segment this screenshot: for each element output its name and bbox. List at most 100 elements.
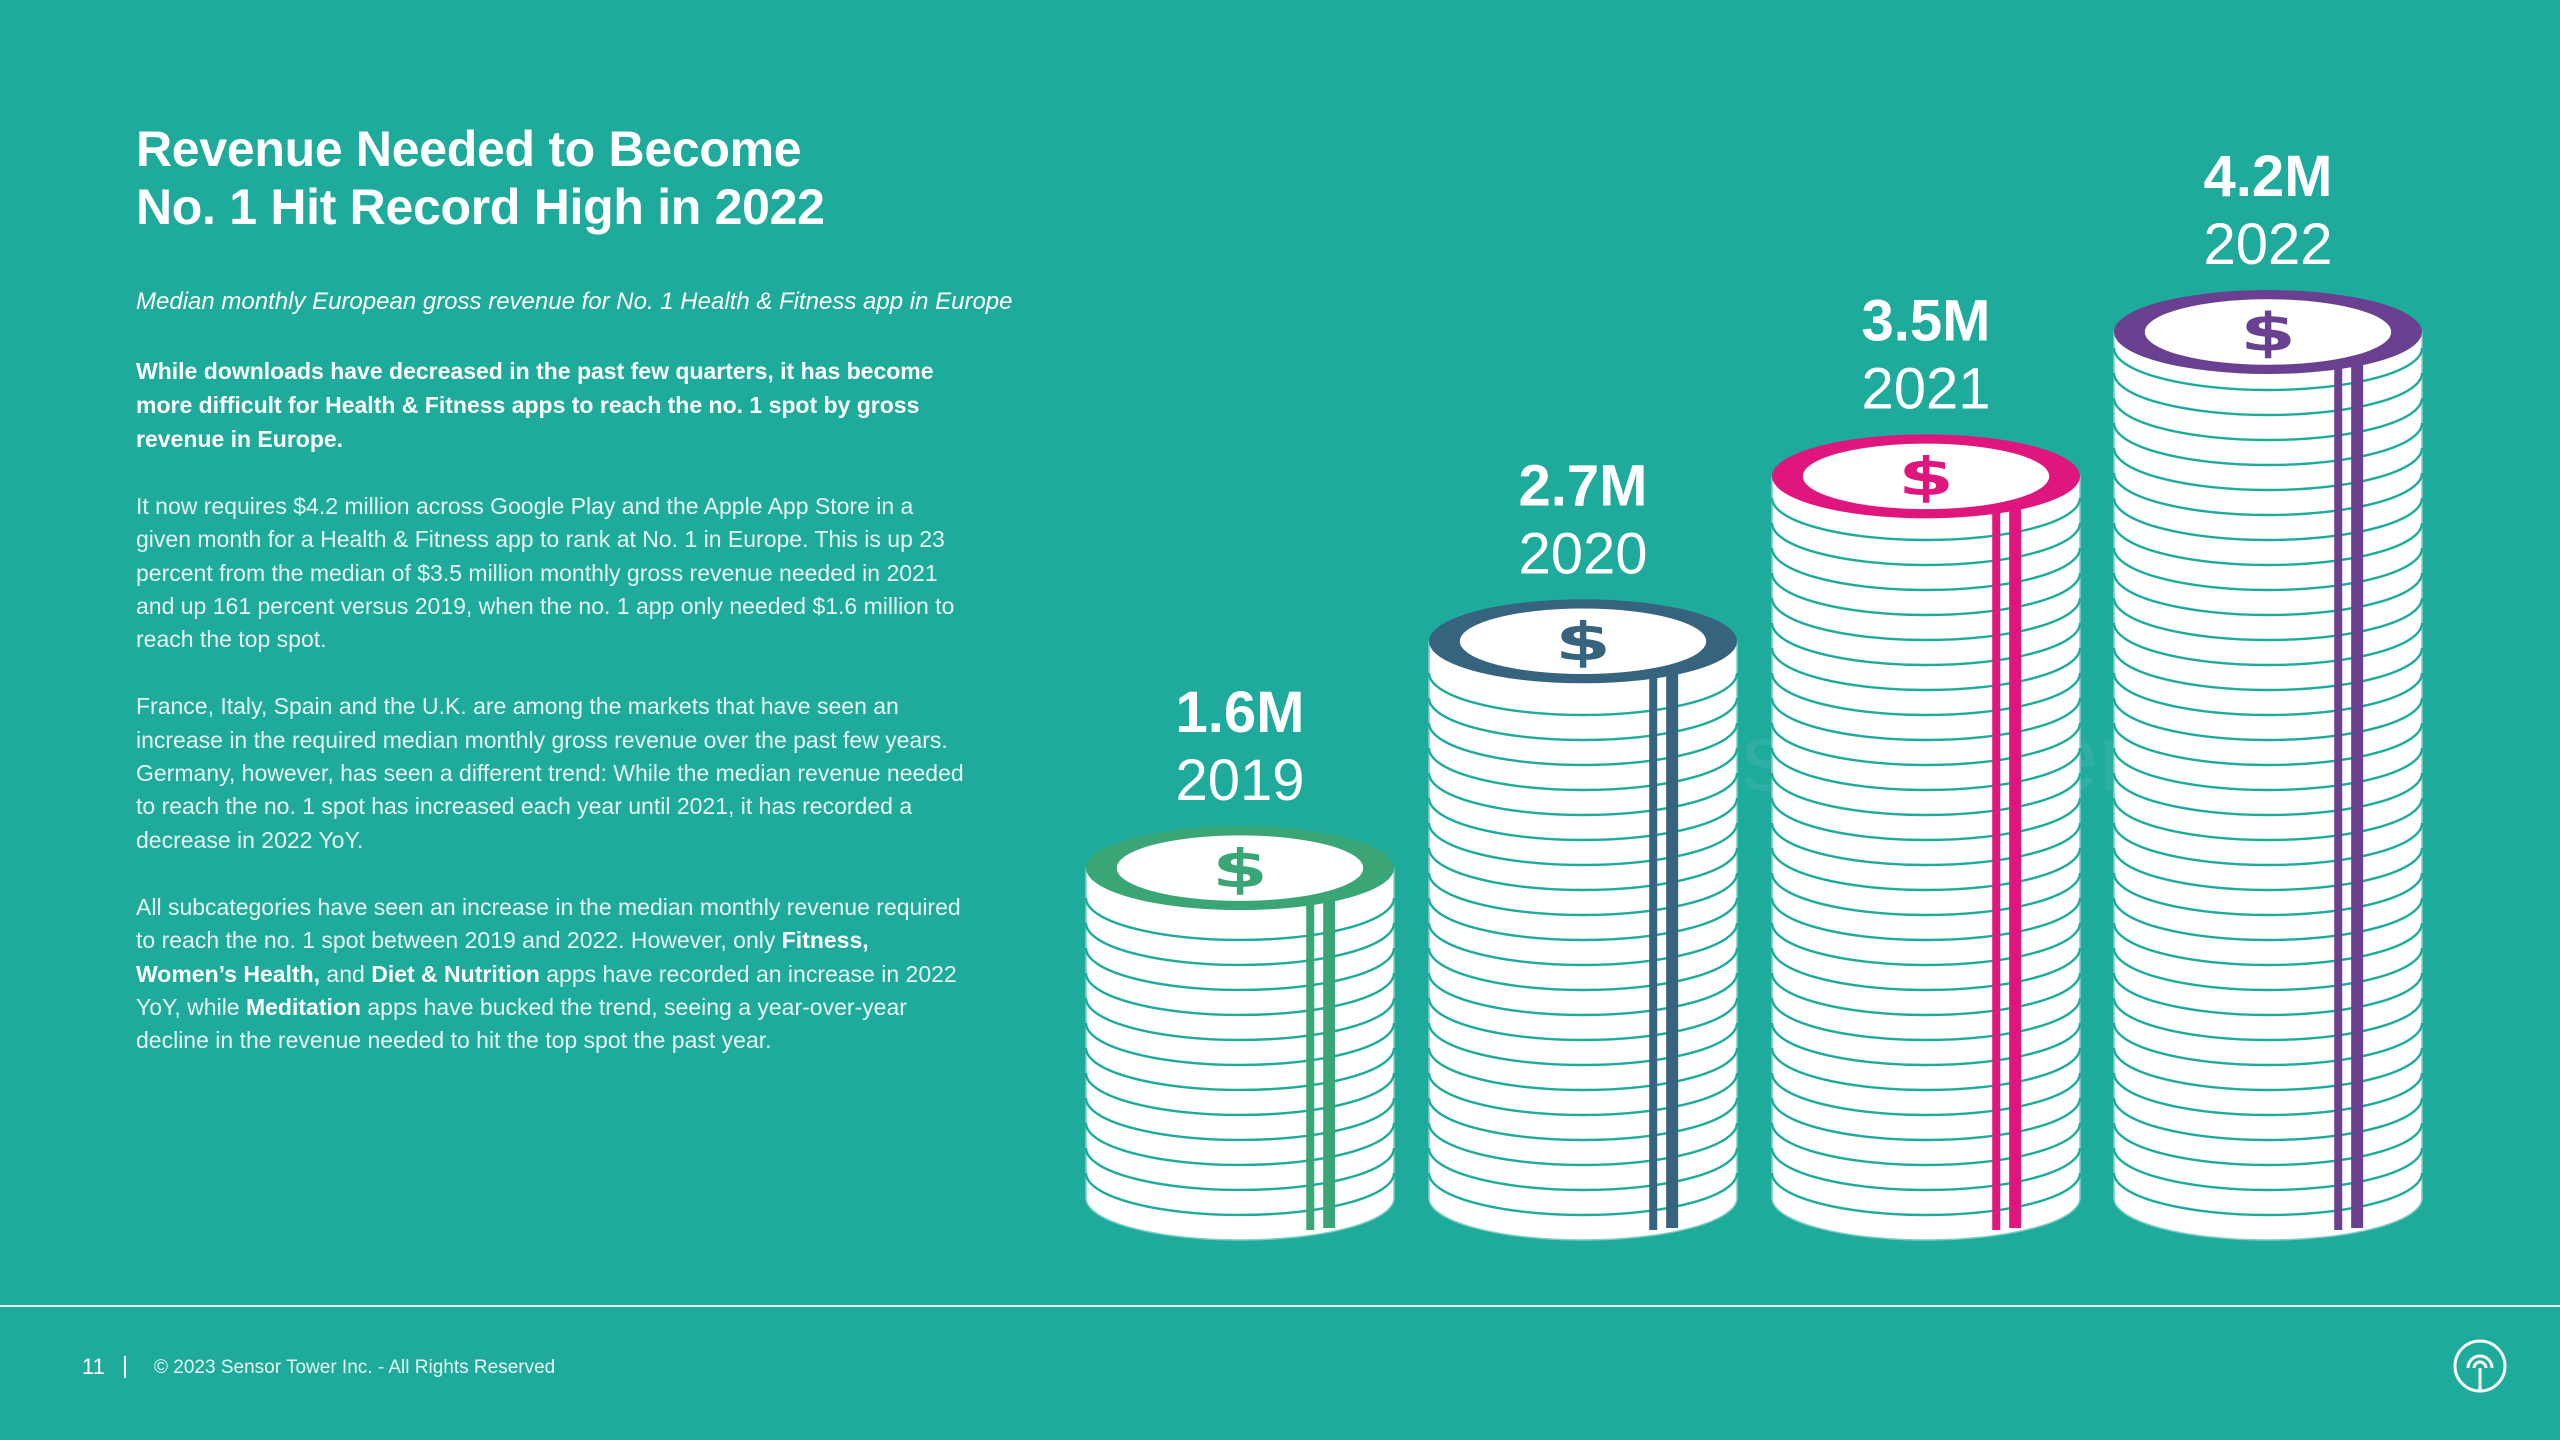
coin-edge-line bbox=[2112, 547, 2424, 592]
coin-edge-line bbox=[2112, 997, 2424, 1042]
coin-edge-line bbox=[1770, 622, 2082, 667]
coin-edge-line bbox=[2112, 822, 2424, 867]
title-line-1: Revenue Needed to Become bbox=[136, 121, 802, 177]
coin-edge-line bbox=[1770, 772, 2082, 817]
coin-edge-line bbox=[1084, 922, 1396, 967]
coin-edge-line bbox=[1084, 1047, 1396, 1092]
value-label: 2.7M bbox=[1519, 453, 1648, 518]
coin-edge-line bbox=[2112, 622, 2424, 667]
p3-bold-subcategories: Fitness, Women’s Health, bbox=[136, 927, 869, 987]
p3-text: apps have bucked the trend, seeing a yea… bbox=[136, 993, 907, 1054]
coin-stripe bbox=[2009, 500, 2022, 1228]
coin-edge-line bbox=[1770, 1072, 2082, 1117]
year-label: 2020 bbox=[1518, 521, 1647, 586]
coin-edge-line bbox=[1770, 522, 2082, 567]
coin-edge-line bbox=[2112, 447, 2424, 492]
coin-edge-line bbox=[1770, 972, 2082, 1017]
coin-edge-line bbox=[1770, 797, 2082, 842]
coin-edge-line bbox=[2112, 897, 2424, 942]
copyright-text: © 2023 Sensor Tower Inc. - All Rights Re… bbox=[154, 1357, 556, 1378]
text-panel: Revenue Needed to Become No. 1 Hit Recor… bbox=[136, 120, 1036, 1057]
coin-edge-line bbox=[2112, 697, 2424, 742]
coin-edge-line bbox=[2112, 872, 2424, 917]
coin-edge-line bbox=[1770, 672, 2082, 717]
year-label: 2022 bbox=[2203, 212, 2332, 277]
coin-edge-line bbox=[1770, 1097, 2082, 1142]
coin-edge-line bbox=[1427, 822, 1739, 867]
coin-edge-line bbox=[2112, 747, 2424, 792]
title-line-2: No. 1 Hit Record High in 2022 bbox=[136, 179, 825, 235]
coin-edge-line bbox=[1770, 897, 2082, 942]
coin-edge-line bbox=[1427, 1172, 1739, 1217]
coin-edge-line bbox=[1427, 747, 1739, 792]
p3-text: and bbox=[320, 960, 372, 987]
coin-edge-line bbox=[1427, 1022, 1739, 1067]
sensor-tower-logo-icon bbox=[2453, 1339, 2507, 1393]
coin-edge-line bbox=[1770, 922, 2082, 967]
coin-edge-line bbox=[1084, 897, 1396, 942]
coin-stripe bbox=[1323, 892, 1336, 1228]
coin-top-face bbox=[2144, 299, 2392, 365]
body-paragraph-1: It now requires $4.2 million across Goog… bbox=[136, 493, 955, 653]
coin-edge-line bbox=[2112, 772, 2424, 817]
footer-separator bbox=[124, 1356, 126, 1378]
coin-edge-line bbox=[2112, 647, 2424, 692]
coin-edge-line bbox=[1770, 1172, 2082, 1217]
coin-edge-line bbox=[1427, 772, 1739, 817]
coin-edge-line bbox=[2112, 497, 2424, 542]
p3-text: All subcategories have seen an increase … bbox=[136, 893, 961, 954]
coin-edge-line bbox=[2112, 797, 2424, 842]
coin-stripe bbox=[1649, 671, 1658, 1230]
coin-edge-line bbox=[2112, 1097, 2424, 1142]
coin-edge-line bbox=[2112, 1047, 2424, 1092]
coin-edge-line bbox=[1427, 1097, 1739, 1142]
coin-edge-line bbox=[2112, 372, 2424, 417]
coin-edge-line bbox=[2112, 672, 2424, 717]
coin-edge-line bbox=[1084, 1172, 1396, 1217]
coin-edge-line bbox=[2112, 1072, 2424, 1117]
coin-edge-line bbox=[1427, 1047, 1739, 1092]
coin-edge-line bbox=[1427, 1147, 1739, 1192]
dollar-sign-icon: $ bbox=[1212, 839, 1268, 900]
coin-edge-line bbox=[1770, 872, 2082, 917]
coin-edge-line bbox=[1084, 1072, 1396, 1117]
coin-edge-line bbox=[1770, 697, 2082, 742]
page-title: Revenue Needed to Become No. 1 Hit Recor… bbox=[136, 120, 1036, 236]
coin-edge-line bbox=[1084, 947, 1396, 992]
dollar-sign-icon: $ bbox=[1555, 612, 1611, 673]
coin-edge-line bbox=[2112, 1022, 2424, 1067]
coin-top-face bbox=[1459, 608, 1707, 675]
coin-edge-line bbox=[1084, 1022, 1396, 1067]
coin-edge-line bbox=[2112, 1147, 2424, 1192]
coin-edge-line bbox=[1770, 597, 2082, 642]
coin-edge-line bbox=[2112, 1172, 2424, 1217]
coin-edge-line bbox=[1427, 897, 1739, 942]
coin-edge-line bbox=[2112, 947, 2424, 992]
coin-edge-line bbox=[2112, 347, 2424, 392]
coin-stripe bbox=[1666, 665, 1679, 1228]
coin-stack-chart: SensorTower$1.6M2019$2.7M2020$3.5M2021$4… bbox=[1084, 144, 2424, 1241]
value-label: 1.6M bbox=[1176, 680, 1305, 745]
p3-bold-meditation: Meditation bbox=[245, 993, 361, 1020]
value-label: 4.2M bbox=[2204, 144, 2333, 209]
coin-edge-line bbox=[2112, 422, 2424, 467]
body-paragraph-2: France, Italy, Spain and the U.K. are am… bbox=[136, 693, 964, 853]
coin-edge-line bbox=[1427, 697, 1739, 742]
coin-edge-line bbox=[2112, 722, 2424, 767]
coin-edge-line bbox=[1427, 847, 1739, 892]
coin-top-face bbox=[1116, 835, 1364, 901]
coin-edge-line bbox=[1084, 997, 1396, 1042]
coin-edge-line bbox=[1770, 572, 2082, 617]
coin-edge-line bbox=[1770, 947, 2082, 992]
page-number: 11 bbox=[82, 1354, 105, 1379]
coin-stripe bbox=[1306, 898, 1315, 1230]
year-label: 2019 bbox=[1175, 748, 1304, 813]
coin-edge-line bbox=[2112, 1122, 2424, 1167]
coin-edge-line bbox=[2112, 922, 2424, 967]
coin-edge-line bbox=[2112, 397, 2424, 442]
footer-divider bbox=[0, 1305, 2560, 1307]
coin-edge-line bbox=[1427, 872, 1739, 917]
